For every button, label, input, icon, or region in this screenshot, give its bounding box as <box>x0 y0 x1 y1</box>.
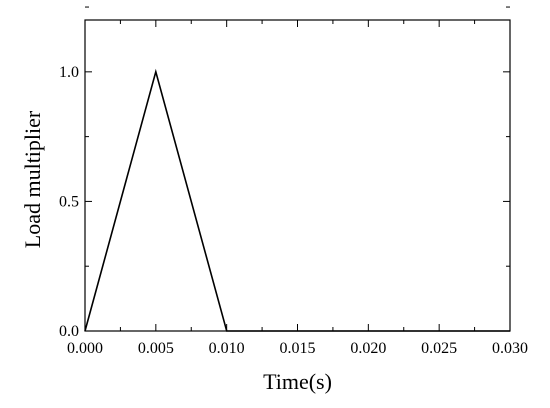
axis-tick-labels: 0.000 0.005 0.010 0.015 0.020 0.025 0.030 0.0 0.… <box>59 64 528 357</box>
plot-frame <box>84 19 511 332</box>
x-tick-label: 0.005 <box>138 340 174 357</box>
x-tick-label: 0.015 <box>280 340 316 357</box>
y-tick-label: 0.5 <box>59 193 79 210</box>
series-line <box>84 68 510 332</box>
axis-ticks <box>84 6 511 332</box>
x-tick-label: 0.020 <box>350 340 386 357</box>
x-tick-label: 0.000 <box>67 340 103 357</box>
x-axis-title: Time(s) <box>263 369 332 394</box>
y-tick-label: 1.0 <box>59 64 79 81</box>
y-tick-label: 0.0 <box>59 323 79 340</box>
x-tick-label: 0.025 <box>421 340 457 357</box>
x-tick-label: 0.030 <box>492 340 528 357</box>
x-tick-label: 0.010 <box>209 340 245 357</box>
y-axis-title: Load multiplier <box>20 110 45 248</box>
